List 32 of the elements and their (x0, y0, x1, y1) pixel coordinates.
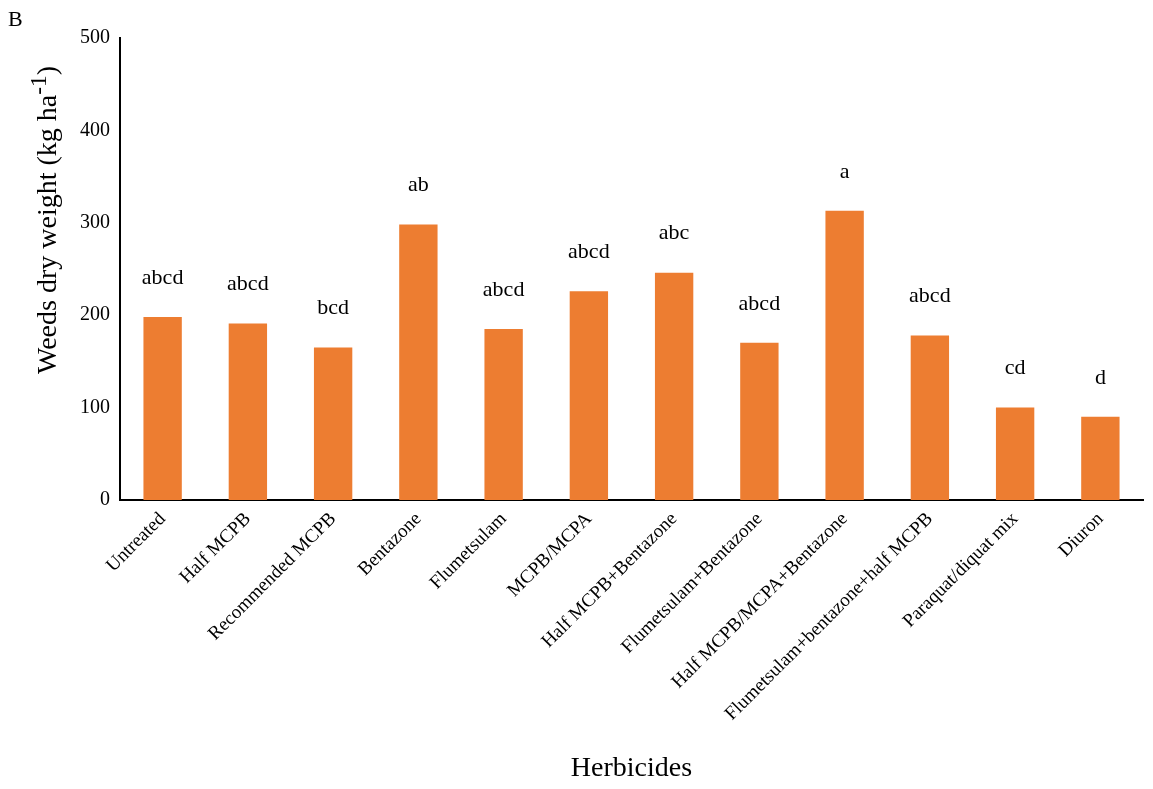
bar (995, 407, 1035, 500)
x-axis-title: Herbicides (570, 750, 693, 782)
annotation: d (1094, 363, 1106, 389)
y-tick-label: 400 (80, 117, 110, 140)
annotation: abcd (227, 270, 269, 296)
bar (313, 347, 353, 500)
y-tick-label: 300 (80, 210, 110, 233)
annotation: cd (1004, 354, 1026, 380)
text: B (8, 6, 23, 32)
annotation: bcd (317, 294, 350, 320)
y-tick-label: 0 (100, 487, 110, 510)
bar (825, 210, 864, 500)
annotation: abcd (141, 263, 184, 289)
annotation: abcd (909, 282, 951, 308)
annotation: abc (658, 219, 690, 245)
annotation: a (839, 157, 850, 183)
y-tick-label: 100 (80, 394, 110, 417)
bar (740, 342, 779, 500)
bar (484, 329, 523, 500)
bar (910, 335, 950, 500)
y-tick-label: 500 (80, 25, 110, 48)
annotation: ab (407, 171, 429, 197)
bar (143, 317, 182, 500)
bar (654, 272, 694, 500)
bar (569, 291, 609, 500)
bar (228, 323, 268, 500)
y-tick-label: 200 (80, 302, 110, 325)
bar (1081, 416, 1120, 500)
annotation: abcd (482, 275, 525, 301)
annotation: abcd (568, 237, 610, 263)
bar (399, 224, 438, 500)
annotation: abcd (738, 289, 781, 315)
